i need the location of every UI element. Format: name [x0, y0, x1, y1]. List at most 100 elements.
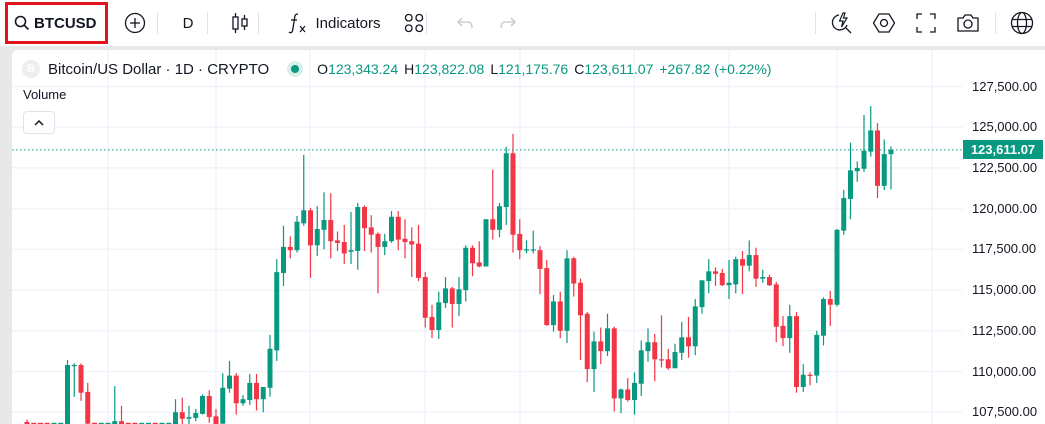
candle-up: [173, 399, 178, 424]
candle-down: [827, 290, 833, 326]
candle-up: [294, 215, 300, 253]
candle-up: [733, 256, 739, 294]
fullscreen-button[interactable]: [912, 0, 940, 46]
candle-down: [24, 419, 30, 424]
candle-down: [206, 390, 212, 423]
candle-up: [746, 240, 752, 272]
candle-body: [557, 301, 563, 331]
candle-down: [665, 348, 671, 370]
quick-search-button[interactable]: [828, 0, 856, 46]
chart-pane[interactable]: [12, 50, 1045, 424]
settings-button[interactable]: [870, 0, 898, 46]
candle-body: [146, 422, 151, 424]
candle-body: [571, 258, 577, 284]
globe-icon: [1010, 11, 1034, 35]
candle-body: [368, 227, 374, 235]
candle-down: [517, 219, 523, 260]
templates-button[interactable]: [400, 0, 428, 46]
collapse-legend-button[interactable]: [23, 111, 55, 134]
candle-down: [38, 422, 43, 424]
candle-up: [463, 245, 469, 302]
candle-body: [186, 417, 192, 419]
candle-up: [159, 422, 165, 424]
candle-up: [301, 154, 307, 226]
candle-down: [254, 373, 259, 411]
language-button[interactable]: [1008, 0, 1036, 46]
candle-body: [476, 262, 482, 267]
candle-down: [470, 245, 475, 277]
candle-body: [672, 351, 678, 369]
candle-up: [227, 360, 232, 393]
snapshot-button[interactable]: [954, 0, 982, 46]
candle-body: [85, 391, 91, 424]
candle-up: [240, 395, 246, 406]
candle-body: [132, 422, 138, 424]
candle-body: [686, 337, 691, 347]
redo-button[interactable]: [496, 0, 520, 46]
candle-body: [422, 277, 428, 318]
market-status-icon[interactable]: [287, 61, 304, 77]
candle-up: [497, 202, 502, 238]
candle-up: [193, 408, 199, 422]
candle-down: [713, 267, 718, 287]
candle-up: [800, 364, 806, 392]
candle-body: [861, 150, 867, 169]
symbol-search-button[interactable]: BTCUSD: [5, 2, 108, 44]
price-tick-label: 122,500.00: [972, 159, 1038, 175]
candle-down: [125, 422, 131, 424]
interval-button[interactable]: D: [182, 14, 194, 32]
candle-body: [719, 272, 725, 286]
candle-body: [247, 382, 253, 401]
chart-type-button[interactable]: [226, 0, 254, 46]
candle-body: [335, 240, 340, 243]
candle-up: [848, 142, 853, 220]
candle-up: [105, 422, 111, 424]
fullscreen-icon: [916, 13, 936, 33]
candle-up: [706, 259, 712, 294]
symbol-title[interactable]: Bitcoin/US Dollar · 1D · CRYPTO: [48, 60, 270, 78]
toolbar-divider: [995, 12, 996, 34]
candle-body: [220, 387, 226, 424]
candle-up: [645, 328, 651, 362]
candle-body: [173, 412, 178, 424]
candle-up: [551, 294, 556, 332]
candle-body: [618, 389, 624, 399]
undo-button[interactable]: [453, 0, 477, 46]
price-tick-label: 107,500.00: [972, 404, 1038, 420]
price-tick-label: 110,000.00: [972, 363, 1037, 379]
candle-down: [152, 422, 158, 424]
indicators-button[interactable]: Indicators: [280, 0, 388, 46]
candle-body: [51, 422, 57, 424]
candle-body: [503, 153, 509, 208]
symbol-legend: B Bitcoin/US Dollar · 1D · CRYPTO O123,3…: [22, 58, 771, 80]
symbol-label: BTCUSD: [34, 14, 97, 32]
candle-body: [24, 422, 30, 424]
candle-body: [395, 216, 401, 240]
candle-up: [382, 233, 388, 256]
candle-up: [638, 340, 644, 396]
bitcoin-logo-icon: B: [22, 60, 40, 78]
candle-body: [625, 389, 631, 401]
candle-down: [740, 250, 745, 295]
volume-indicator-label[interactable]: Volume: [23, 87, 67, 102]
candle-down: [132, 422, 138, 424]
candle-up: [355, 202, 361, 270]
candle-body: [706, 271, 712, 282]
candle-up: [348, 211, 354, 265]
candle-up: [530, 230, 536, 254]
candle-body: [355, 207, 361, 251]
compare-symbol-button[interactable]: [121, 0, 149, 46]
candle-up: [861, 115, 867, 173]
toolbar-divider: [258, 12, 259, 34]
candle-body: [233, 375, 239, 404]
candle-body: [827, 299, 833, 305]
candles-icon: [232, 13, 248, 33]
candle-body: [497, 206, 502, 230]
candle-body: [301, 210, 307, 224]
candle-body: [665, 359, 671, 369]
candle-body: [119, 421, 124, 424]
indicators-label: Indicators: [315, 14, 381, 32]
candle-body: [564, 258, 570, 331]
candle-up: [726, 259, 732, 300]
